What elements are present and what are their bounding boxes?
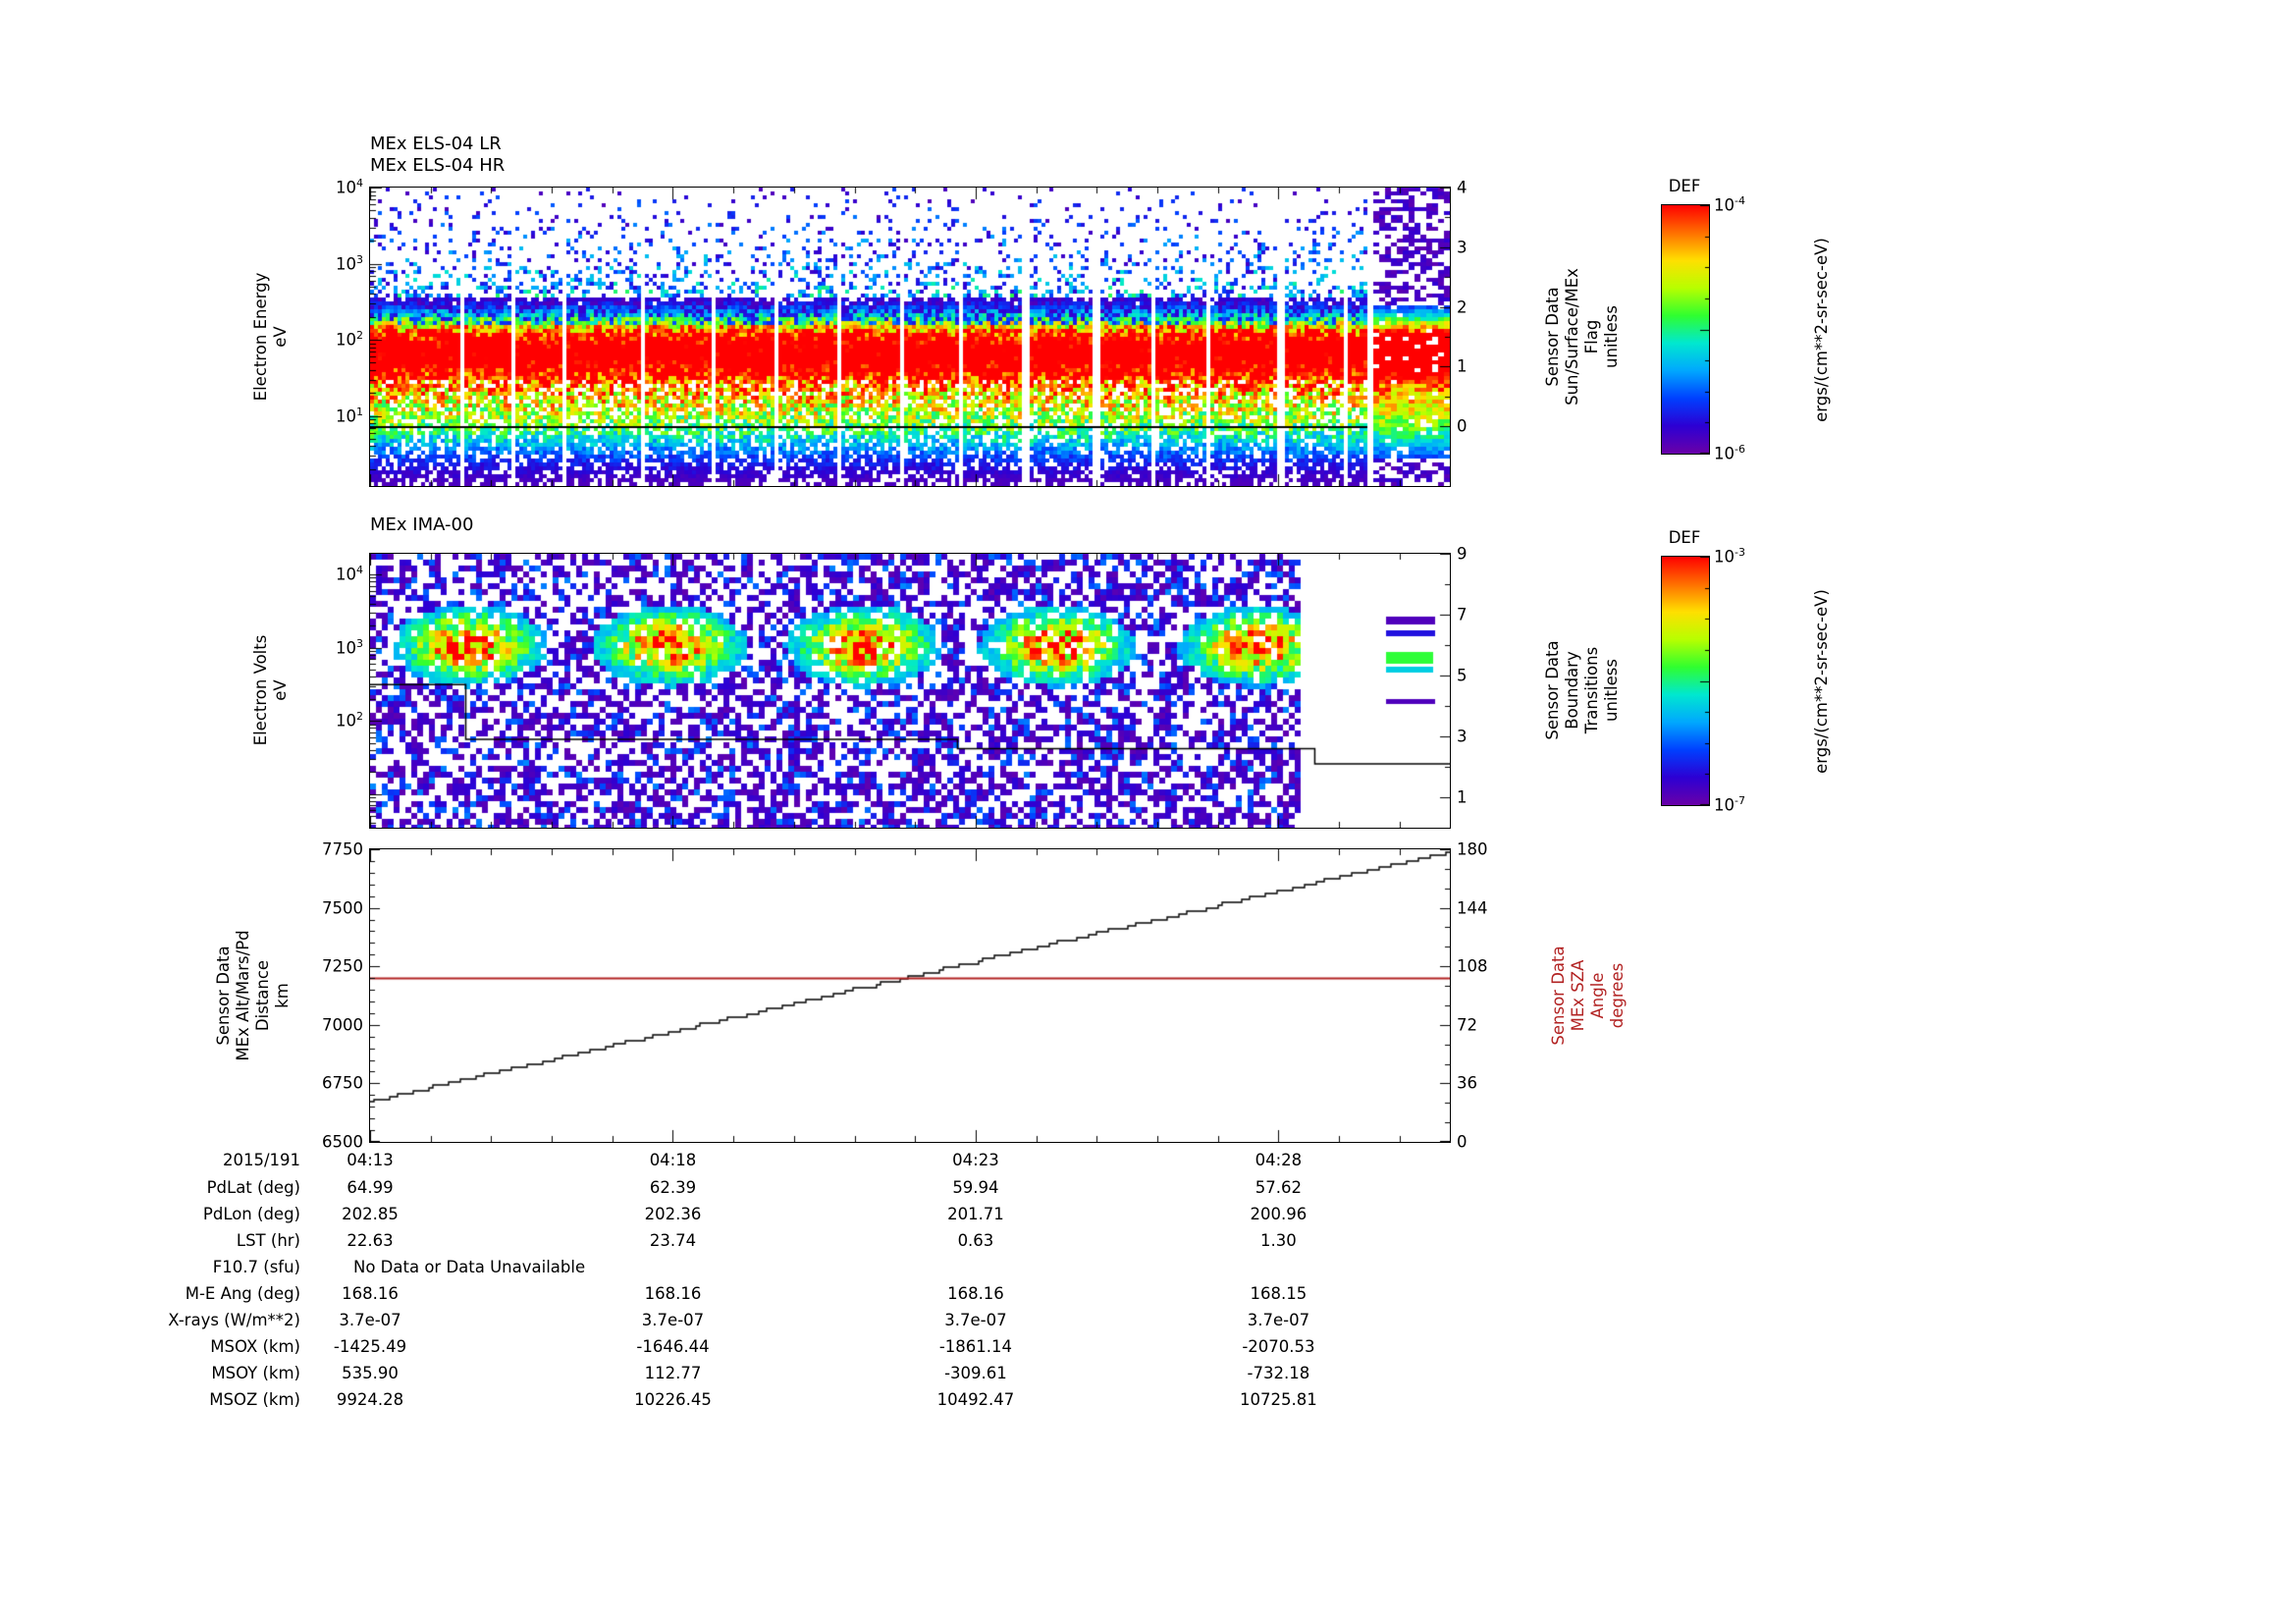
colorbar1-title: DEF xyxy=(1668,177,1701,195)
ima-transitions-tick-label: 9 xyxy=(1457,544,1468,564)
colorbar1 xyxy=(1661,204,1710,455)
ima-y-tick-label: 103 xyxy=(336,636,363,658)
table-value: 3.7e-07 xyxy=(1247,1311,1310,1329)
ima-panel-title: MEx IMA-00 xyxy=(370,514,474,535)
table-value: 10492.47 xyxy=(936,1390,1015,1409)
sza-tick-label: 144 xyxy=(1457,898,1488,918)
els-y-tick-label: 101 xyxy=(336,405,363,426)
table-row-label: MSOZ (km) xyxy=(209,1390,300,1409)
colorbar-scale-top: 10-4 xyxy=(1714,194,1745,215)
ima-y-axis-label: Electron Volts eV xyxy=(251,634,290,746)
table-value: -1646.44 xyxy=(636,1337,710,1356)
time-tick-label: 04:23 xyxy=(952,1151,999,1169)
colorbar1-units-label: ergs/(cm**2-sr-sec-eV) xyxy=(1812,238,1831,422)
ima-transitions-tick-label: 5 xyxy=(1457,666,1468,685)
altitude-tick-label: 7500 xyxy=(322,898,363,918)
table-value: 535.90 xyxy=(342,1364,399,1382)
table-value: 112.77 xyxy=(644,1364,702,1382)
sza-tick-label: 180 xyxy=(1457,839,1488,859)
table-row-label: M-E Ang (deg) xyxy=(185,1284,300,1303)
table-value: 202.85 xyxy=(342,1205,399,1223)
sza-tick-label: 36 xyxy=(1457,1073,1477,1093)
table-value: 3.7e-07 xyxy=(944,1311,1007,1329)
colorbar2-units-label: ergs/(cm**2-sr-sec-eV) xyxy=(1812,589,1831,774)
table-row-label: LST (hr) xyxy=(236,1231,300,1250)
els-right-axis-label: Sensor Data Sun/Surface/MEx Flag unitles… xyxy=(1543,268,1621,406)
els-y-axis-label: Electron Energy eV xyxy=(251,272,290,402)
els-flag-tick-label: 0 xyxy=(1457,416,1468,436)
sza-tick-label: 108 xyxy=(1457,956,1488,976)
time-tick-label: 04:13 xyxy=(347,1151,394,1169)
table-value: 1.30 xyxy=(1260,1231,1297,1250)
table-value: 59.94 xyxy=(952,1178,999,1197)
table-row-label: MSOX (km) xyxy=(210,1337,300,1356)
sza-tick-label: 0 xyxy=(1457,1132,1468,1152)
table-value: 3.7e-07 xyxy=(339,1311,401,1329)
els-flag-tick-label: 3 xyxy=(1457,238,1468,257)
els-y-tick-label: 103 xyxy=(336,252,363,274)
table-value: 201.71 xyxy=(947,1205,1004,1223)
ima-transitions-tick-label: 7 xyxy=(1457,605,1468,624)
table-value: 202.36 xyxy=(644,1205,702,1223)
table-row-label: F10.7 (sfu) xyxy=(212,1258,300,1276)
table-row-label: MSOY (km) xyxy=(211,1364,300,1382)
position-y-axis-label: Sensor Data MEx Alt/Mars/Pd Distance km xyxy=(214,930,292,1061)
table-value: 3.7e-07 xyxy=(641,1311,705,1329)
table-value: 57.62 xyxy=(1255,1178,1303,1197)
altitude-tick-label: 6500 xyxy=(322,1132,363,1152)
table-value: -1861.14 xyxy=(938,1337,1013,1356)
table-row-label: X-rays (W/m**2) xyxy=(168,1311,300,1329)
els-y-tick-label: 104 xyxy=(336,177,363,197)
table-value: 10226.45 xyxy=(634,1390,712,1409)
altitude-tick-label: 7750 xyxy=(322,839,363,859)
els-flag-tick-label: 4 xyxy=(1457,178,1468,197)
sza-axis-label: Sensor Data MEx SZA Angle degrees xyxy=(1549,946,1627,1046)
altitude-tick-label: 7000 xyxy=(322,1015,363,1035)
colorbar2 xyxy=(1661,556,1710,806)
table-value: 9924.28 xyxy=(336,1390,404,1409)
table-row-label: PdLat (deg) xyxy=(206,1178,300,1197)
table-value: 168.16 xyxy=(644,1284,702,1303)
ima-spectrogram xyxy=(369,553,1451,829)
els-flag-tick-label: 1 xyxy=(1457,356,1468,376)
ima-transitions-tick-label: 3 xyxy=(1457,727,1468,746)
table-row-label: PdLon (deg) xyxy=(202,1205,300,1223)
colorbar2-title: DEF xyxy=(1668,528,1701,547)
table-value: 22.63 xyxy=(347,1231,394,1250)
table-value: -2070.53 xyxy=(1242,1337,1315,1356)
table-value: -309.61 xyxy=(944,1364,1007,1382)
sza-tick-label: 72 xyxy=(1457,1015,1477,1035)
els-spectrogram xyxy=(369,187,1451,487)
table-value: 0.63 xyxy=(957,1231,994,1250)
altitude-tick-label: 7250 xyxy=(322,956,363,976)
table-note: No Data or Data Unavailable xyxy=(353,1258,586,1276)
table-value: 10725.81 xyxy=(1240,1390,1317,1409)
time-tick-label: 04:18 xyxy=(649,1151,697,1169)
ima-right-axis-label: Sensor Data Boundary Transitions unitles… xyxy=(1543,640,1621,740)
colorbar-scale-bottom: 10-7 xyxy=(1714,794,1745,815)
altitude-tick-label: 6750 xyxy=(322,1073,363,1093)
time-tick-label: 04:28 xyxy=(1255,1151,1303,1169)
els-panel-title: MEx ELS-04 LR MEx ELS-04 HR xyxy=(370,134,506,176)
colorbar-scale-top: 10-3 xyxy=(1714,546,1745,567)
table-value: 168.16 xyxy=(947,1284,1004,1303)
ima-transitions-tick-label: 1 xyxy=(1457,787,1468,807)
table-value: -1425.49 xyxy=(333,1337,407,1356)
table-value: 62.39 xyxy=(649,1178,697,1197)
date-label: 2015/191 xyxy=(222,1151,300,1169)
table-value: 200.96 xyxy=(1250,1205,1308,1223)
table-value: 168.15 xyxy=(1250,1284,1308,1303)
els-flag-tick-label: 2 xyxy=(1457,298,1468,317)
table-value: 64.99 xyxy=(347,1178,394,1197)
ima-y-tick-label: 102 xyxy=(336,710,363,730)
ima-y-tick-label: 104 xyxy=(336,564,363,584)
els-y-tick-label: 102 xyxy=(336,329,363,350)
table-value: -732.18 xyxy=(1247,1364,1310,1382)
position-line-chart xyxy=(369,848,1451,1143)
table-value: 168.16 xyxy=(342,1284,399,1303)
table-value: 23.74 xyxy=(649,1231,697,1250)
colorbar-scale-bottom: 10-6 xyxy=(1714,443,1745,463)
